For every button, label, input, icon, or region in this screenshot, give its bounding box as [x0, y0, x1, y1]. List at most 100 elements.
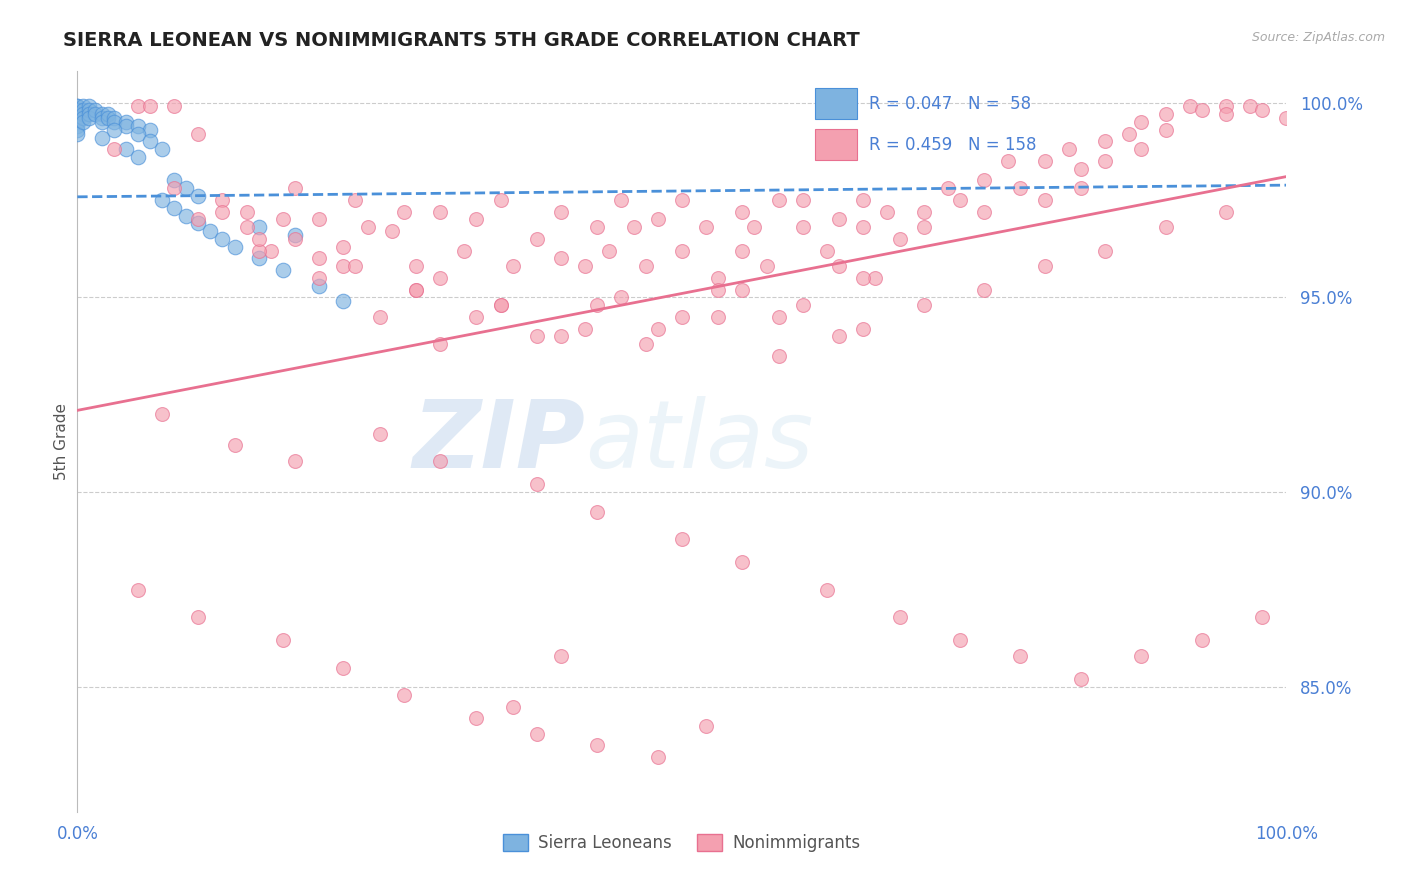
Point — [768, 193, 790, 207]
Point — [489, 298, 512, 312]
Point — [127, 119, 149, 133]
Point — [72, 103, 94, 118]
Point — [332, 259, 354, 273]
Point — [1191, 103, 1213, 118]
Point — [1118, 127, 1140, 141]
Point — [114, 142, 136, 156]
Point — [912, 220, 935, 235]
Point — [973, 204, 995, 219]
Point — [1154, 107, 1177, 121]
Point — [405, 283, 427, 297]
Point — [852, 321, 875, 335]
Point — [695, 220, 717, 235]
Point — [1191, 633, 1213, 648]
Point — [865, 271, 887, 285]
Point — [308, 271, 330, 285]
Point — [66, 103, 89, 118]
Point — [1154, 220, 1177, 235]
Point — [755, 259, 778, 273]
Point — [368, 426, 391, 441]
Point — [526, 232, 548, 246]
Point — [973, 173, 995, 187]
Point — [526, 477, 548, 491]
Point — [707, 310, 730, 324]
Point — [550, 204, 572, 219]
Point — [429, 204, 451, 219]
Point — [1251, 103, 1274, 118]
Point — [66, 127, 89, 141]
Point — [79, 103, 101, 118]
Point — [1010, 648, 1032, 663]
Point — [695, 719, 717, 733]
Point — [79, 111, 101, 125]
Point — [308, 212, 330, 227]
Point — [174, 181, 197, 195]
Point — [949, 193, 972, 207]
Point — [610, 290, 633, 304]
Point — [828, 329, 851, 343]
Point — [731, 283, 754, 297]
Point — [211, 204, 233, 219]
Point — [453, 244, 475, 258]
Point — [647, 321, 669, 335]
Point — [707, 283, 730, 297]
Point — [731, 555, 754, 569]
Point — [381, 224, 404, 238]
Point — [114, 119, 136, 133]
Point — [876, 204, 898, 219]
Point — [66, 107, 89, 121]
Point — [139, 99, 162, 113]
Point — [973, 283, 995, 297]
Point — [429, 271, 451, 285]
Point — [84, 107, 107, 121]
Point — [912, 204, 935, 219]
Point — [1239, 99, 1261, 113]
Point — [634, 259, 657, 273]
Point — [72, 115, 94, 129]
Point — [150, 142, 173, 156]
Point — [66, 123, 89, 137]
Point — [912, 298, 935, 312]
Point — [489, 193, 512, 207]
Point — [284, 181, 307, 195]
Point — [224, 438, 246, 452]
Point — [392, 204, 415, 219]
Text: atlas: atlas — [585, 396, 814, 487]
Point — [405, 283, 427, 297]
Point — [90, 107, 112, 121]
Point — [150, 193, 173, 207]
Point — [66, 111, 89, 125]
Point — [1215, 204, 1237, 219]
Point — [1130, 142, 1153, 156]
Point — [792, 298, 814, 312]
Point — [332, 240, 354, 254]
Text: SIERRA LEONEAN VS NONIMMIGRANTS 5TH GRADE CORRELATION CHART: SIERRA LEONEAN VS NONIMMIGRANTS 5TH GRAD… — [63, 31, 860, 50]
Point — [332, 294, 354, 309]
Point — [1057, 142, 1080, 156]
Point — [671, 532, 693, 546]
Point — [224, 240, 246, 254]
Point — [72, 99, 94, 113]
Point — [284, 232, 307, 246]
Point — [647, 212, 669, 227]
Point — [163, 99, 186, 113]
Point — [949, 633, 972, 648]
Point — [550, 648, 572, 663]
Point — [707, 271, 730, 285]
Y-axis label: 5th Grade: 5th Grade — [53, 403, 69, 480]
Point — [332, 660, 354, 674]
Point — [392, 688, 415, 702]
Point — [66, 99, 89, 113]
Point — [66, 111, 89, 125]
Point — [84, 103, 107, 118]
Point — [671, 310, 693, 324]
Point — [368, 310, 391, 324]
Legend: Sierra Leoneans, Nonimmigrants: Sierra Leoneans, Nonimmigrants — [496, 828, 868, 859]
Point — [550, 329, 572, 343]
Text: ZIP: ZIP — [412, 395, 585, 488]
Point — [96, 107, 118, 121]
Point — [247, 252, 270, 266]
Point — [1033, 193, 1056, 207]
Point — [828, 212, 851, 227]
Point — [526, 727, 548, 741]
